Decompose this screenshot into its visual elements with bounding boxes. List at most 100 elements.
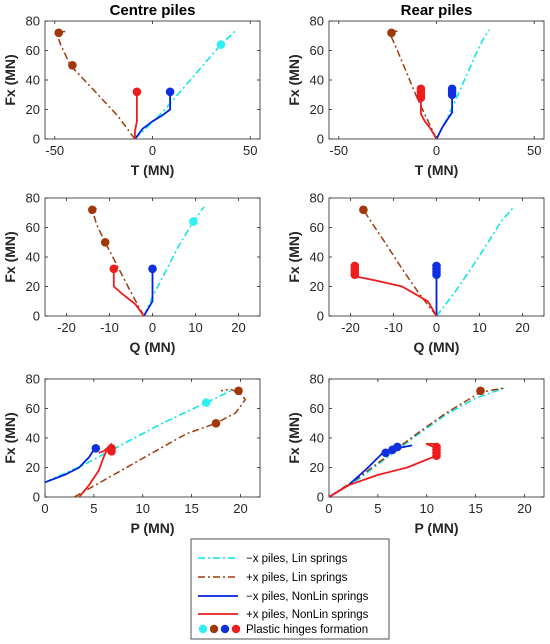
y-tick-label: 40	[26, 431, 40, 446]
y-tick-label: 80	[26, 372, 40, 387]
hinge-marker-neg-nonlin	[165, 87, 175, 97]
x-axis-label: T (MN)	[131, 162, 175, 178]
hinge-marker-neg-nonlin	[148, 264, 157, 274]
y-axis-label: Fx (MN)	[2, 412, 18, 463]
hinge-marker-pos-lin	[234, 386, 243, 396]
x-tick-label: -20	[57, 320, 76, 335]
y-tick-label: 60	[310, 220, 324, 235]
hinge-marker-pos-nonlin	[350, 261, 360, 271]
x-tick-label: 0	[149, 320, 156, 335]
x-tick-label: 0	[149, 143, 156, 158]
x-axis-label: Q (MN)	[130, 339, 176, 355]
plot-area	[328, 378, 545, 498]
hinge-marker-neg-nonlin	[381, 448, 391, 458]
series-line-neg-nonlin	[134, 91, 172, 139]
x-tick-label: 0	[433, 143, 440, 158]
x-axis-label: P (MN)	[414, 520, 458, 536]
series-line-pos-lin	[91, 207, 145, 316]
x-tick-label: -10	[384, 320, 403, 335]
hinge-marker-neg-nonlin	[91, 444, 101, 453]
x-tick-label: 5	[90, 501, 97, 516]
x-tick-label: 10	[135, 501, 149, 516]
x-axis-label: Q (MN)	[414, 339, 460, 355]
hinge-marker-neg-nonlin	[393, 442, 402, 452]
y-tick-label: 20	[26, 102, 40, 117]
y-axis-label: Fx (MN)	[286, 231, 302, 282]
legend-entry-neg-nonlin: −x piles, NonLin springs	[198, 591, 369, 603]
hinge-marker-pos-lin	[359, 205, 368, 215]
y-axis-label: Fx (MN)	[2, 54, 18, 105]
y-tick-label: 20	[26, 279, 40, 294]
hinge-marker-neg-lin	[202, 398, 211, 407]
x-tick-label: 20	[515, 320, 529, 335]
y-tick-label: 0	[317, 309, 324, 324]
series-line-pos-nonlin	[329, 442, 438, 497]
y-tick-label: 60	[26, 43, 40, 58]
legend-hinge-marker-brown	[209, 624, 219, 634]
hinge-marker-neg-nonlin	[432, 261, 441, 271]
panel-title: Centre piles	[110, 2, 196, 19]
series-line-pos-nonlin	[133, 90, 138, 139]
subplot-1: 0 20 40 60 80 -50 0 50 T (MN) Fx (MN) Centre piles	[2, 2, 261, 178]
series-line-pos-nonlin	[112, 267, 145, 316]
y-tick-label: 20	[310, 279, 324, 294]
hinge-marker-pos-lin	[476, 386, 485, 396]
y-tick-label: 60	[310, 401, 324, 416]
x-axis-label: P (MN)	[130, 520, 174, 536]
x-tick-label: -50	[45, 143, 64, 158]
series-line-pos-lin	[358, 207, 438, 316]
y-tick-label: 20	[26, 460, 40, 475]
y-axis-label: Fx (MN)	[2, 231, 18, 282]
x-tick-label: 50	[243, 143, 257, 158]
y-tick-label: 40	[26, 250, 40, 265]
hinge-marker-pos-nonlin	[432, 442, 441, 452]
legend-label-neg-nonlin: −x piles, NonLin springs	[246, 591, 369, 603]
y-axis-label: Fx (MN)	[286, 412, 302, 463]
x-tick-label: -50	[329, 143, 348, 158]
plot-area	[44, 378, 261, 498]
legend-box	[190, 538, 390, 640]
series-group	[329, 386, 506, 497]
legend-entry-pos-lin: +x piles, Lin springs	[198, 572, 348, 584]
series-group	[54, 28, 238, 139]
hinge-marker-pos-nonlin	[416, 84, 426, 94]
series-line-pos-lin	[388, 30, 438, 139]
y-tick-label: 40	[310, 73, 324, 88]
legend-hinge-marker-cyan	[198, 624, 208, 634]
x-tick-label: 10	[472, 320, 486, 335]
x-tick-label: -20	[341, 320, 360, 335]
x-tick-label: 0	[325, 501, 332, 516]
x-tick-label: 15	[184, 501, 198, 516]
legend-entry-neg-lin: −x piles, Lin springs	[198, 553, 348, 565]
y-axis-label: Fx (MN)	[286, 54, 302, 105]
plot-area	[328, 20, 545, 140]
panel-title: Rear piles	[401, 2, 473, 19]
series-group	[88, 205, 205, 316]
hinge-marker-pos-lin	[211, 419, 221, 428]
y-tick-label: 80	[26, 191, 40, 206]
legend-label-neg-lin: −x piles, Lin springs	[246, 553, 348, 565]
legend-label-pos-nonlin: +x piles, NonLin springs	[246, 609, 369, 621]
x-tick-label: 50	[527, 143, 541, 158]
y-tick-label: 20	[310, 460, 324, 475]
x-tick-label: -10	[100, 320, 119, 335]
series-line-neg-lin	[329, 387, 506, 497]
y-tick-label: 0	[317, 132, 324, 147]
y-tick-label: 60	[310, 43, 324, 58]
x-tick-label: 10	[419, 501, 433, 516]
legend-label-hinges: Plastic hinges formation	[246, 624, 368, 636]
hinge-marker-pos-lin	[54, 28, 63, 38]
plot-area	[44, 20, 261, 140]
subplot-3: 0 20 40 60 80 -20 -10 0 10 20 Q (MN) Fx (MN)	[2, 191, 261, 355]
x-tick-label: 0	[41, 501, 48, 516]
x-tick-label: 20	[231, 320, 245, 335]
y-tick-label: 0	[317, 490, 324, 505]
subplot-5: 0 20 40 60 80 0 5 10 15 20 P (MN) Fx (MN)	[2, 372, 261, 536]
hinge-marker-pos-lin	[68, 61, 77, 70]
subplot-6: 0 20 40 60 80 0 5 10 15 20 P (MN) Fx (MN)	[286, 372, 545, 536]
y-tick-label: 0	[33, 309, 40, 324]
x-tick-label: 10	[188, 320, 202, 335]
hinge-marker-neg-nonlin	[447, 84, 457, 94]
